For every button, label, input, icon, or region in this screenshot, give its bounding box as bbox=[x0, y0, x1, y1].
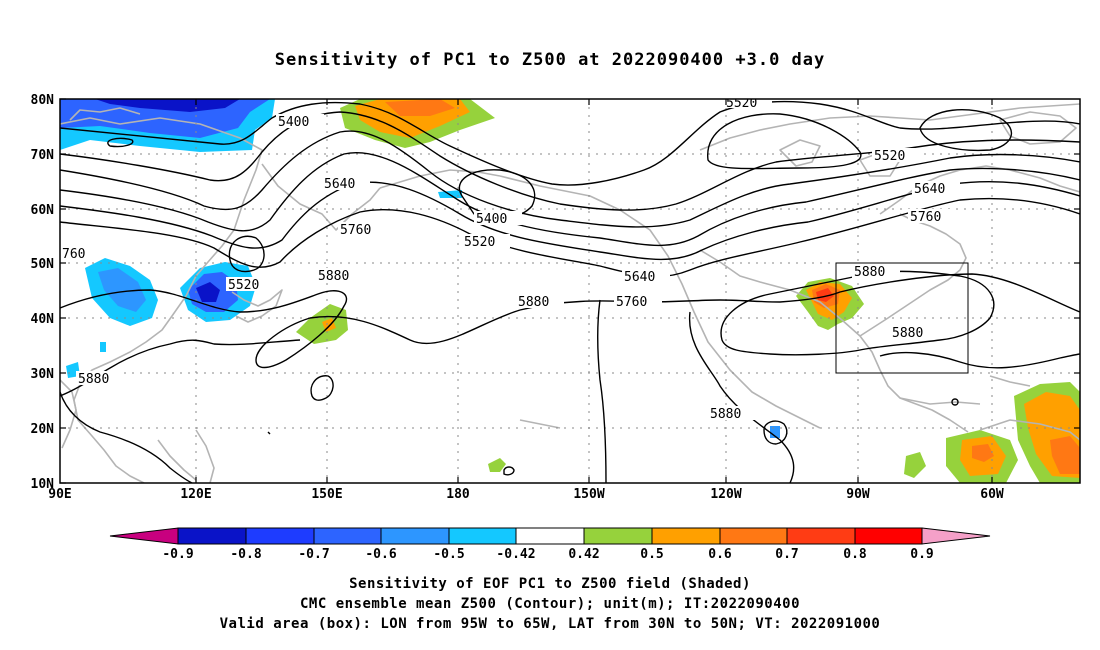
colorbar-swatch bbox=[448, 527, 517, 545]
contour-label: 5880 bbox=[892, 326, 923, 341]
colorbar-tick-label: -0.5 bbox=[433, 547, 464, 562]
positive-sensitivity-area bbox=[296, 304, 348, 344]
positive-sensitivity-area bbox=[904, 452, 926, 478]
colorbar-swatch bbox=[515, 527, 585, 545]
colorbar-swatch bbox=[651, 527, 721, 545]
colorbar-swatch bbox=[245, 527, 315, 545]
colorbar: -0.9 -0.8 -0.7 -0.6 -0.5 -0.42 0.42 0.5 … bbox=[109, 527, 991, 562]
figure-captions: Sensitivity of EOF PC1 to Z500 field (Sh… bbox=[0, 574, 1100, 634]
colorbar-tick-label: 0.9 bbox=[910, 547, 933, 562]
lat-tick-label: 20N bbox=[31, 422, 55, 437]
lat-tick-label: 60N bbox=[31, 203, 55, 218]
lon-tick-label: 120E bbox=[180, 487, 211, 502]
lat-tick-label: 10N bbox=[31, 477, 55, 492]
colorbar-swatch bbox=[854, 527, 923, 545]
colorbar-tick-label: 0.7 bbox=[775, 547, 798, 562]
positive-sensitivity-area bbox=[1050, 436, 1080, 474]
lat-axis: 80N 70N 60N 50N 40N 30N 20N 10N bbox=[31, 93, 55, 492]
contour-label: 5520 bbox=[464, 235, 495, 250]
coastlines bbox=[60, 103, 1080, 483]
contour-label: 5760 bbox=[910, 210, 941, 225]
colorbar-tick-label: 0.8 bbox=[843, 547, 867, 562]
positive-sensitivity-area bbox=[972, 444, 994, 462]
contour-label: 5880 bbox=[78, 372, 109, 387]
contour-label: 5520 bbox=[874, 149, 905, 164]
lon-tick-label: 90W bbox=[846, 487, 870, 502]
lat-tick-label: 50N bbox=[31, 257, 55, 272]
colorbar-tick-label: 0.5 bbox=[640, 547, 663, 562]
positive-sensitivity-area bbox=[488, 458, 506, 472]
colorbar-tick-label: -0.7 bbox=[298, 547, 329, 562]
contour-label: 5880 bbox=[854, 265, 885, 280]
colorbar-swatch bbox=[583, 527, 653, 545]
colorbar-swatch bbox=[313, 527, 382, 545]
colorbar-tick-label: -0.42 bbox=[496, 547, 535, 562]
caption-shaded: Sensitivity of EOF PC1 to Z500 field (Sh… bbox=[349, 576, 751, 592]
colorbar-tick-label: -0.8 bbox=[230, 547, 261, 562]
lat-tick-label: 80N bbox=[31, 93, 55, 108]
lat-tick-label: 40N bbox=[31, 312, 55, 327]
contour-label: 5400 bbox=[278, 115, 309, 130]
colorbar-tick-label: -0.9 bbox=[162, 547, 193, 562]
valid-area-box bbox=[835, 262, 969, 374]
lon-tick-label: 180 bbox=[446, 487, 470, 502]
colorbar-swatch bbox=[380, 527, 450, 545]
contour-label: 5880 bbox=[518, 295, 549, 310]
negative-sensitivity-area bbox=[196, 282, 220, 302]
colorbar-tick-label: 0.6 bbox=[708, 547, 732, 562]
lat-tick-label: 30N bbox=[31, 367, 55, 382]
contour-label: 5520 bbox=[228, 278, 259, 293]
colorbar-swatch bbox=[786, 527, 856, 545]
map-panel: 5400 5520 5640 5760 5880 5400 5520 5760 … bbox=[60, 96, 1080, 483]
colorbar-tick-label: 0.42 bbox=[568, 547, 599, 562]
colorbar-swatch bbox=[719, 527, 788, 545]
z500-contours bbox=[60, 100, 1080, 483]
lon-tick-label: 60W bbox=[980, 487, 1004, 502]
lon-tick-label: 120W bbox=[710, 487, 741, 502]
contour-label: 5520 bbox=[726, 96, 757, 111]
axis-ticks bbox=[60, 98, 1080, 484]
contour-label: 5640 bbox=[914, 182, 945, 197]
positive-sensitivity-area bbox=[385, 99, 455, 116]
contour-label: 5760 bbox=[616, 295, 647, 310]
colorbar-swatch bbox=[177, 527, 247, 545]
colorbar-min-triangle bbox=[109, 527, 179, 545]
colorbar-max-triangle bbox=[921, 527, 991, 545]
negative-sensitivity-area bbox=[98, 268, 146, 312]
contour-label: 5640 bbox=[324, 177, 355, 192]
lon-tick-label: 90E bbox=[48, 487, 71, 502]
contour-label: 760 bbox=[62, 247, 85, 262]
contour-label: 5880 bbox=[710, 407, 741, 422]
negative-sensitivity-area bbox=[95, 99, 240, 112]
caption-valid-area: Valid area (box): LON from 95W to 65W, L… bbox=[219, 616, 881, 632]
lon-axis: 90E 120E 150E 180 150W 120W 90W 60W bbox=[48, 487, 1004, 502]
caption-contour: CMC ensemble mean Z500 (Contour); unit(m… bbox=[299, 596, 800, 612]
lon-tick-label: 150W bbox=[573, 487, 604, 502]
contour-label: 5760 bbox=[340, 223, 371, 238]
lon-tick-label: 150E bbox=[311, 487, 342, 502]
negative-sensitivity-area bbox=[100, 342, 106, 352]
positive-sensitivity-area bbox=[816, 288, 834, 302]
plot-title: Sensitivity of PC1 to Z500 at 2022090400… bbox=[274, 50, 826, 70]
lat-tick-label: 70N bbox=[31, 148, 55, 163]
contour-labels: 5400 5520 5640 5760 5880 5400 5520 5760 … bbox=[60, 96, 960, 422]
contour-label: 5640 bbox=[624, 270, 655, 285]
contour-label: 5400 bbox=[476, 212, 507, 227]
contour-label: 5880 bbox=[318, 269, 349, 284]
colorbar-tick-label: -0.6 bbox=[365, 547, 396, 562]
map-frame bbox=[59, 98, 1081, 484]
